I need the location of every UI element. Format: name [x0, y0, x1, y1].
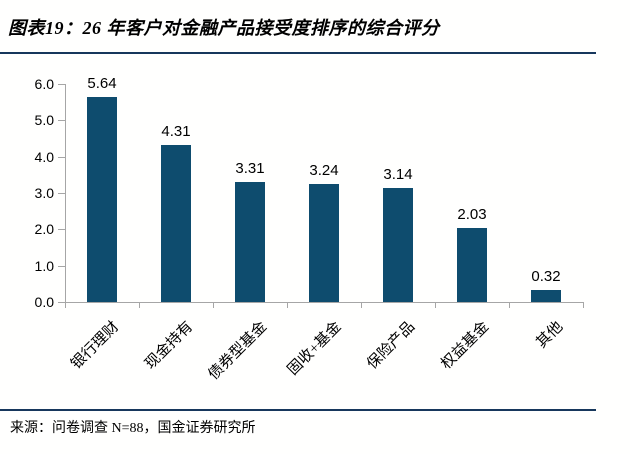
- bar-value-label: 3.31: [235, 159, 265, 177]
- y-axis: [65, 84, 66, 302]
- y-tick-label: 2.0: [34, 221, 54, 238]
- x-tick-mark: [287, 302, 288, 308]
- y-tick-label: 5.0: [34, 112, 54, 129]
- y-tick-label: 4.0: [34, 148, 54, 165]
- category-label: 其他: [533, 318, 567, 352]
- x-tick-mark: [65, 302, 66, 308]
- bar: [161, 145, 191, 302]
- category-label: 现金持有: [142, 318, 197, 373]
- y-tick-mark: [58, 229, 65, 231]
- y-tick-mark: [58, 156, 65, 158]
- page-title: 图表19：26 年客户对金融产品接受度排序的综合评分: [8, 18, 440, 38]
- source-rule: [0, 409, 596, 411]
- y-tick-mark: [58, 193, 65, 194]
- bar-chart: 6.0 5.0 4.0 3.0 2.0 1.0 0.0 5.64 银行理财 4.31 现金持有 3.3…: [0, 60, 630, 405]
- x-axis: [65, 302, 584, 303]
- y-tick-mark: [58, 302, 65, 303]
- category-label: 固收+基金: [284, 318, 345, 379]
- bar: [309, 184, 339, 302]
- bar: [235, 181, 265, 302]
- category-label: 债券型基金: [205, 318, 271, 384]
- y-tick-mark: [58, 265, 65, 267]
- bar: [531, 290, 561, 302]
- bar-value-label: 2.03: [457, 206, 487, 224]
- category-label: 银行理财: [68, 318, 123, 373]
- bar-value-label: 4.31: [161, 123, 191, 141]
- bar: [87, 97, 117, 302]
- x-tick-mark: [509, 302, 510, 308]
- category-label: 权益基金: [438, 318, 493, 373]
- category-label: 保险产品: [364, 318, 419, 373]
- bar-value-label: 5.64: [87, 75, 117, 93]
- y-tick-mark: [58, 84, 65, 85]
- x-tick-mark: [139, 302, 140, 308]
- y-tick-label: 3.0: [34, 185, 54, 201]
- x-tick-mark: [213, 302, 214, 308]
- y-tick-label: 1.0: [34, 257, 54, 274]
- source-text: 来源：问卷调查 N=88，国金证券研究所: [10, 421, 256, 436]
- y-tick-label: 0.0: [34, 294, 54, 310]
- bar-value-label: 3.24: [309, 162, 339, 180]
- bar-value-label: 3.14: [383, 165, 413, 183]
- bar-value-label: 0.32: [531, 268, 561, 286]
- x-tick-mark: [435, 302, 436, 308]
- y-tick-mark: [58, 120, 65, 122]
- x-tick-mark: [361, 302, 362, 308]
- bar: [383, 187, 413, 302]
- bar: [457, 228, 487, 302]
- title-rule: [0, 52, 596, 54]
- y-tick-label: 6.0: [34, 76, 54, 92]
- x-tick-mark: [583, 302, 584, 308]
